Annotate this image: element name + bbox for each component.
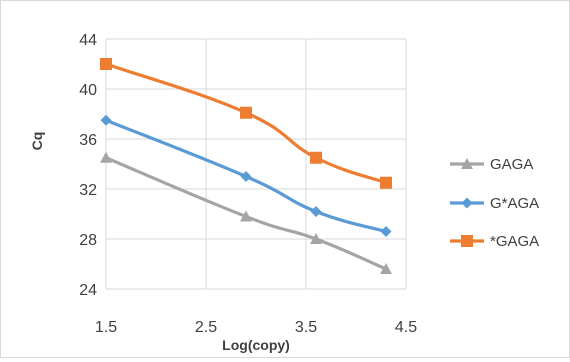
legend: GAGA G*AGA *GAGA <box>450 156 539 250</box>
series-lines <box>104 62 388 271</box>
data-point-gaga <box>380 263 392 274</box>
x-tick-label: 1.5 <box>95 319 117 336</box>
legend-label: GAGA <box>490 156 533 173</box>
y-tick-label: 24 <box>79 282 97 299</box>
y-tick-label: 36 <box>79 132 97 149</box>
line-chart: 24 28 32 36 40 44 1.5 2.5 3.5 4.5 Log(copy) Cq GA… <box>29 32 539 353</box>
series-markers <box>100 58 392 274</box>
data-point-gaga <box>240 171 252 182</box>
series-line-gaga <box>104 156 388 271</box>
legend-item-gaga: G*AGA <box>450 195 539 212</box>
data-point-gaga <box>380 226 392 237</box>
data-point-gaga <box>240 106 252 119</box>
legend-label: G*AGA <box>490 195 539 212</box>
data-point-gaga <box>310 206 322 217</box>
series-line-gaga <box>104 118 388 234</box>
x-axis-title: Log(copy) <box>222 337 290 353</box>
gridlines <box>105 38 407 290</box>
legend-marker <box>461 235 473 247</box>
y-tick-label: 40 <box>79 82 97 99</box>
legend-item-gaga: *GAGA <box>450 233 539 250</box>
data-point-gaga <box>310 151 322 164</box>
data-point-gaga <box>100 114 112 126</box>
data-point-gaga <box>310 233 322 244</box>
y-axis-title: Cq <box>29 132 45 151</box>
x-tick-label: 4.5 <box>395 319 417 336</box>
legend-label: *GAGA <box>490 233 539 250</box>
legend-marker <box>461 158 473 169</box>
data-point-gaga <box>100 58 112 70</box>
x-tick-label: 2.5 <box>195 319 217 336</box>
data-point-gaga <box>240 210 252 222</box>
y-tick-label: 44 <box>79 32 97 49</box>
y-tick-label: 32 <box>79 182 97 199</box>
y-tick-label: 28 <box>79 232 97 249</box>
data-point-gaga <box>100 151 112 163</box>
x-tick-label: 3.5 <box>295 319 317 336</box>
series-line-gaga <box>104 62 388 185</box>
tick-labels: 24 28 32 36 40 44 1.5 2.5 3.5 4.5 <box>79 32 417 336</box>
legend-marker <box>461 197 473 209</box>
legend-item-gaga: GAGA <box>450 156 533 173</box>
data-point-gaga <box>380 176 392 189</box>
